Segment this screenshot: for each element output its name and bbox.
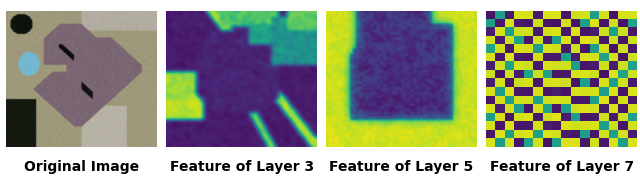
Text: Feature of Layer 3: Feature of Layer 3 — [170, 160, 314, 174]
Text: Original Image: Original Image — [24, 160, 139, 174]
Text: Feature of Layer 7: Feature of Layer 7 — [490, 160, 634, 174]
Text: Feature of Layer 5: Feature of Layer 5 — [330, 160, 474, 174]
